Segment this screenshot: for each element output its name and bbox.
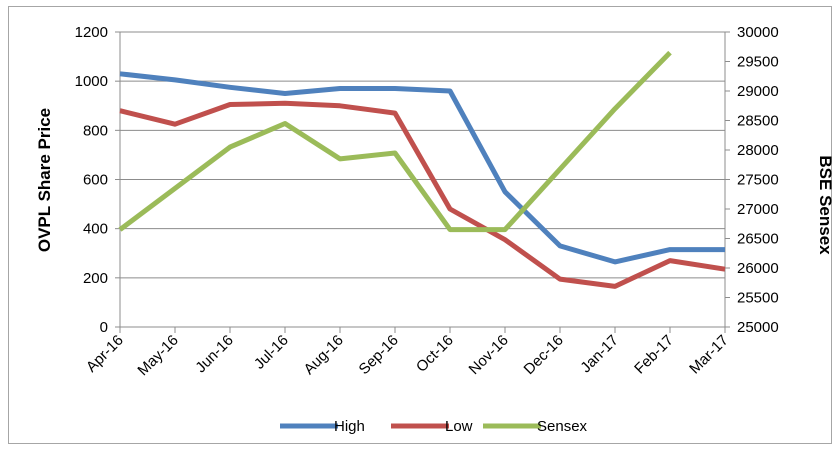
series-line-sensex xyxy=(118,50,672,233)
x-tick-label: Jun-16 xyxy=(192,332,236,376)
x-tick-label: Aug-16 xyxy=(301,332,347,378)
y2-tick-label: 26000 xyxy=(737,260,779,277)
legend-item-sensex: Sensex xyxy=(483,418,588,435)
y-tick-label: 1200 xyxy=(75,24,108,41)
y2-axis-title: BSE Sensex xyxy=(816,155,835,255)
series-line-high xyxy=(119,71,725,265)
y2-tick-label: 30000 xyxy=(737,24,779,41)
y2-tick-label: 28500 xyxy=(737,113,779,130)
x-tick-label: Jan-17 xyxy=(577,332,621,376)
series-lines xyxy=(118,50,726,289)
axes xyxy=(115,31,730,333)
legend-label: High xyxy=(334,418,365,435)
y2-tick-label: 29500 xyxy=(737,54,779,71)
legend-label: Sensex xyxy=(537,418,588,435)
y-tick-label: 200 xyxy=(83,270,108,287)
legend-item-high: High xyxy=(280,418,365,435)
x-tick-label: Dec-16 xyxy=(521,332,567,378)
x-tick-label: Jul-16 xyxy=(251,332,292,373)
x-tick-label: Feb-17 xyxy=(631,332,677,378)
x-tick-label: Oct-16 xyxy=(413,332,457,376)
y2-tick-label: 29000 xyxy=(737,83,779,100)
legend-label: Low xyxy=(445,418,473,435)
legend-item-low: Low xyxy=(391,418,473,435)
y2-tick-label: 27500 xyxy=(737,172,779,189)
tick-labels: 0 200 400 600 800 1000 1200 25000 25500 26000 2650… xyxy=(75,24,779,379)
x-tick-label: May-16 xyxy=(134,332,181,379)
y-tick-label: 400 xyxy=(83,221,108,238)
y-axis-title: OVPL Share Price xyxy=(35,108,54,252)
y2-tick-label: 25000 xyxy=(737,319,779,336)
y-tick-label: 600 xyxy=(83,172,108,189)
gridlines xyxy=(120,31,725,279)
x-tick-label: Mar-17 xyxy=(686,332,732,378)
series-line-low xyxy=(119,100,726,289)
y-tick-label: 1000 xyxy=(75,73,108,90)
y2-tick-label: 26500 xyxy=(737,231,779,248)
y2-tick-label: 28000 xyxy=(737,142,779,159)
y2-tick-label: 25500 xyxy=(737,290,779,307)
x-tick-label: Apr-16 xyxy=(83,332,127,376)
legend: High Low Sensex xyxy=(280,418,588,435)
x-tick-label: Sep-16 xyxy=(356,332,402,378)
y2-tick-label: 27000 xyxy=(737,201,779,218)
x-tick-label: Nov-16 xyxy=(466,332,512,378)
y-tick-label: 800 xyxy=(83,122,108,139)
y-tick-label: 0 xyxy=(100,319,108,336)
